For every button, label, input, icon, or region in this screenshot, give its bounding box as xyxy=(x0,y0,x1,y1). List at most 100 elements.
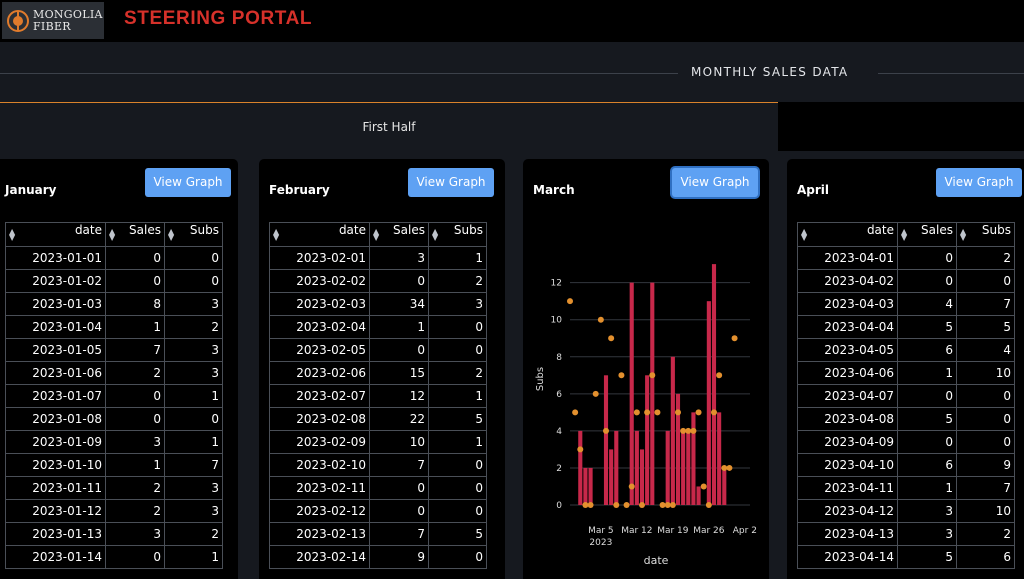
cell-sales: 0 xyxy=(897,269,957,293)
column-header-subs[interactable]: ▲ ▼ Subs xyxy=(164,222,223,247)
cell-subs: 7 xyxy=(956,292,1015,316)
table-row[interactable]: 2023-04-14 5 6 xyxy=(797,545,1015,569)
table-row[interactable]: 2023-04-02 0 0 xyxy=(797,269,1015,293)
table-row[interactable]: 2023-02-11 0 0 xyxy=(269,476,487,500)
table-row[interactable]: 2023-02-12 0 0 xyxy=(269,499,487,523)
point xyxy=(582,502,589,508)
point xyxy=(721,464,728,471)
logo-emblem-icon xyxy=(7,9,29,32)
table-row[interactable]: 2023-02-01 3 1 xyxy=(269,246,487,270)
table-row[interactable]: 2023-01-13 3 2 xyxy=(5,522,223,546)
cell-subs: 3 xyxy=(164,476,223,500)
x-axis-label: date xyxy=(644,554,669,567)
cell-subs: 0 xyxy=(164,269,223,293)
column-header-sales[interactable]: ▲ ▼ Sales xyxy=(369,222,429,247)
cell-date: 2023-02-12 xyxy=(269,499,370,523)
cell-subs: 1 xyxy=(428,246,487,270)
cell-date: 2023-04-04 xyxy=(797,315,898,339)
y-tick-label: 0 xyxy=(556,501,562,511)
view-graph-button[interactable]: View Graph xyxy=(672,168,758,197)
company-logo[interactable]: MONGOLIA FIBER xyxy=(2,2,104,39)
table-row[interactable]: 2023-01-01 0 0 xyxy=(5,246,223,270)
table-row[interactable]: 2023-04-11 1 7 xyxy=(797,476,1015,500)
table-row[interactable]: 2023-04-04 5 5 xyxy=(797,315,1015,339)
table-row[interactable]: 2023-04-09 0 0 xyxy=(797,430,1015,454)
cell-subs: 3 xyxy=(164,338,223,362)
month-card-march: March View Graph 0 2 4 6 8 10 12 Mar 5 Mar 12 Mar… xyxy=(523,159,769,579)
table-row[interactable]: 2023-02-03 34 3 xyxy=(269,292,487,316)
table-row[interactable]: 2023-02-04 1 0 xyxy=(269,315,487,339)
table-row[interactable]: 2023-01-05 7 3 xyxy=(5,338,223,362)
tab-first-half[interactable]: First Half xyxy=(0,102,778,151)
table-row[interactable]: 2023-04-12 3 10 xyxy=(797,499,1015,523)
cell-sales: 0 xyxy=(897,384,957,408)
table-row[interactable]: 2023-02-09 10 1 xyxy=(269,430,487,454)
table-row[interactable]: 2023-04-05 6 4 xyxy=(797,338,1015,362)
table-row[interactable]: 2023-02-14 9 0 xyxy=(269,545,487,569)
table-row[interactable]: 2023-02-07 12 1 xyxy=(269,384,487,408)
view-graph-button[interactable]: View Graph xyxy=(936,168,1022,197)
table-row[interactable]: 2023-02-13 7 5 xyxy=(269,522,487,546)
cell-date: 2023-04-12 xyxy=(797,499,898,523)
table-row[interactable]: 2023-01-03 8 3 xyxy=(5,292,223,316)
table-row[interactable]: 2023-04-13 3 2 xyxy=(797,522,1015,546)
march-chart[interactable]: 0 2 4 6 8 10 12 Mar 5 Mar 12 Mar 19 Mar 26 Apr 2 202… xyxy=(523,219,769,579)
table-row[interactable]: 2023-04-08 5 0 xyxy=(797,407,1015,431)
column-header-date[interactable]: ▲ ▼ date xyxy=(5,222,106,247)
bar xyxy=(645,375,650,505)
table-row[interactable]: 2023-01-02 0 0 xyxy=(5,269,223,293)
table-row[interactable]: 2023-02-06 15 2 xyxy=(269,361,487,385)
sort-icon[interactable]: ▲ ▼ xyxy=(901,226,908,242)
table-row[interactable]: 2023-01-04 1 2 xyxy=(5,315,223,339)
cell-date: 2023-01-03 xyxy=(5,292,106,316)
cell-sales: 1 xyxy=(105,453,165,477)
table-row[interactable]: 2023-01-09 3 1 xyxy=(5,430,223,454)
cell-date: 2023-01-05 xyxy=(5,338,106,362)
table-row[interactable]: 2023-04-01 0 2 xyxy=(797,246,1015,270)
table-row[interactable]: 2023-01-07 0 1 xyxy=(5,384,223,408)
sort-icon[interactable]: ▲ ▼ xyxy=(273,226,280,242)
table-row[interactable]: 2023-04-06 1 10 xyxy=(797,361,1015,385)
sort-icon[interactable]: ▲ ▼ xyxy=(109,226,116,242)
point xyxy=(644,409,651,416)
cell-sales: 0 xyxy=(369,269,429,293)
sort-icon[interactable]: ▲ ▼ xyxy=(432,226,439,242)
view-graph-button[interactable]: View Graph xyxy=(145,168,231,197)
table-row[interactable]: 2023-01-14 0 1 xyxy=(5,545,223,569)
card-title: January xyxy=(5,183,57,197)
column-header-date[interactable]: ▲ ▼ date xyxy=(797,222,898,247)
sort-icon[interactable]: ▲ ▼ xyxy=(373,226,380,242)
cell-subs: 2 xyxy=(428,361,487,385)
cell-date: 2023-01-09 xyxy=(5,430,106,454)
x-tick-sublabel: 2023 xyxy=(589,538,612,548)
table-row[interactable]: 2023-04-07 0 0 xyxy=(797,384,1015,408)
column-header-date[interactable]: ▲ ▼ date xyxy=(269,222,370,247)
table-row[interactable]: 2023-04-10 6 9 xyxy=(797,453,1015,477)
sort-icon[interactable]: ▲ ▼ xyxy=(801,226,808,242)
column-header-sales[interactable]: ▲ ▼ Sales xyxy=(897,222,957,247)
table-row[interactable]: 2023-02-08 22 5 xyxy=(269,407,487,431)
column-header-subs[interactable]: ▲ ▼ Subs xyxy=(428,222,487,247)
column-header-sales[interactable]: ▲ ▼ Sales xyxy=(105,222,165,247)
table-row[interactable]: 2023-02-05 0 0 xyxy=(269,338,487,362)
bar xyxy=(681,430,686,505)
column-header-subs[interactable]: ▲ ▼ Subs xyxy=(956,222,1015,247)
point xyxy=(685,427,692,434)
table-row[interactable]: 2023-01-10 1 7 xyxy=(5,453,223,477)
table-row[interactable]: 2023-01-08 0 0 xyxy=(5,407,223,431)
table-row[interactable]: 2023-01-11 2 3 xyxy=(5,476,223,500)
sort-icon[interactable]: ▲ ▼ xyxy=(168,226,175,242)
table-row[interactable]: 2023-01-12 2 3 xyxy=(5,499,223,523)
cell-sales: 7 xyxy=(105,338,165,362)
sort-icon[interactable]: ▲ ▼ xyxy=(9,226,16,242)
table-row[interactable]: 2023-04-03 4 7 xyxy=(797,292,1015,316)
view-graph-button[interactable]: View Graph xyxy=(408,168,494,197)
sort-icon[interactable]: ▲ ▼ xyxy=(960,226,967,242)
tab-label: First Half xyxy=(362,120,416,134)
table-row[interactable]: 2023-01-06 2 3 xyxy=(5,361,223,385)
table-row[interactable]: 2023-02-02 0 2 xyxy=(269,269,487,293)
month-card-january: January View Graph ▲ ▼ date ▲ ▼ Sales ▲ ▼ Subs… xyxy=(0,159,238,579)
bar xyxy=(588,467,593,505)
table-row[interactable]: 2023-02-10 7 0 xyxy=(269,453,487,477)
bar xyxy=(609,449,614,505)
